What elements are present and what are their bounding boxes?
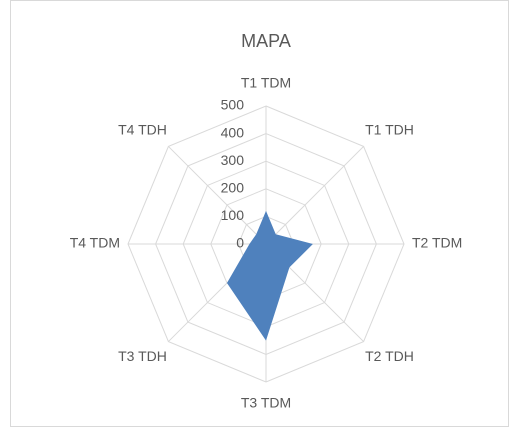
category-label: T3 TDH xyxy=(118,348,167,364)
category-label: T2 TDM xyxy=(412,235,462,251)
category-label: T2 TDH xyxy=(365,348,414,364)
area xyxy=(226,210,313,341)
category-label: T4 TDM xyxy=(70,235,120,251)
category-label: T1 TDM xyxy=(241,75,291,91)
y-tick-label: 100 xyxy=(221,207,245,223)
category-label: T1 TDH xyxy=(365,122,414,138)
chart-frame xyxy=(10,0,509,427)
category-label: T3 TDM xyxy=(241,395,291,411)
spoke xyxy=(265,146,364,245)
y-tick-label: 300 xyxy=(221,152,245,168)
category-label: T4 TDH xyxy=(118,122,167,138)
chart-title: MAPA xyxy=(241,31,291,51)
y-tick-label: 200 xyxy=(221,180,245,196)
spoke xyxy=(168,146,267,245)
y-tick-label: 500 xyxy=(221,97,245,113)
y-tick-label: 0 xyxy=(236,235,244,251)
y-tick-label: 400 xyxy=(221,124,245,140)
